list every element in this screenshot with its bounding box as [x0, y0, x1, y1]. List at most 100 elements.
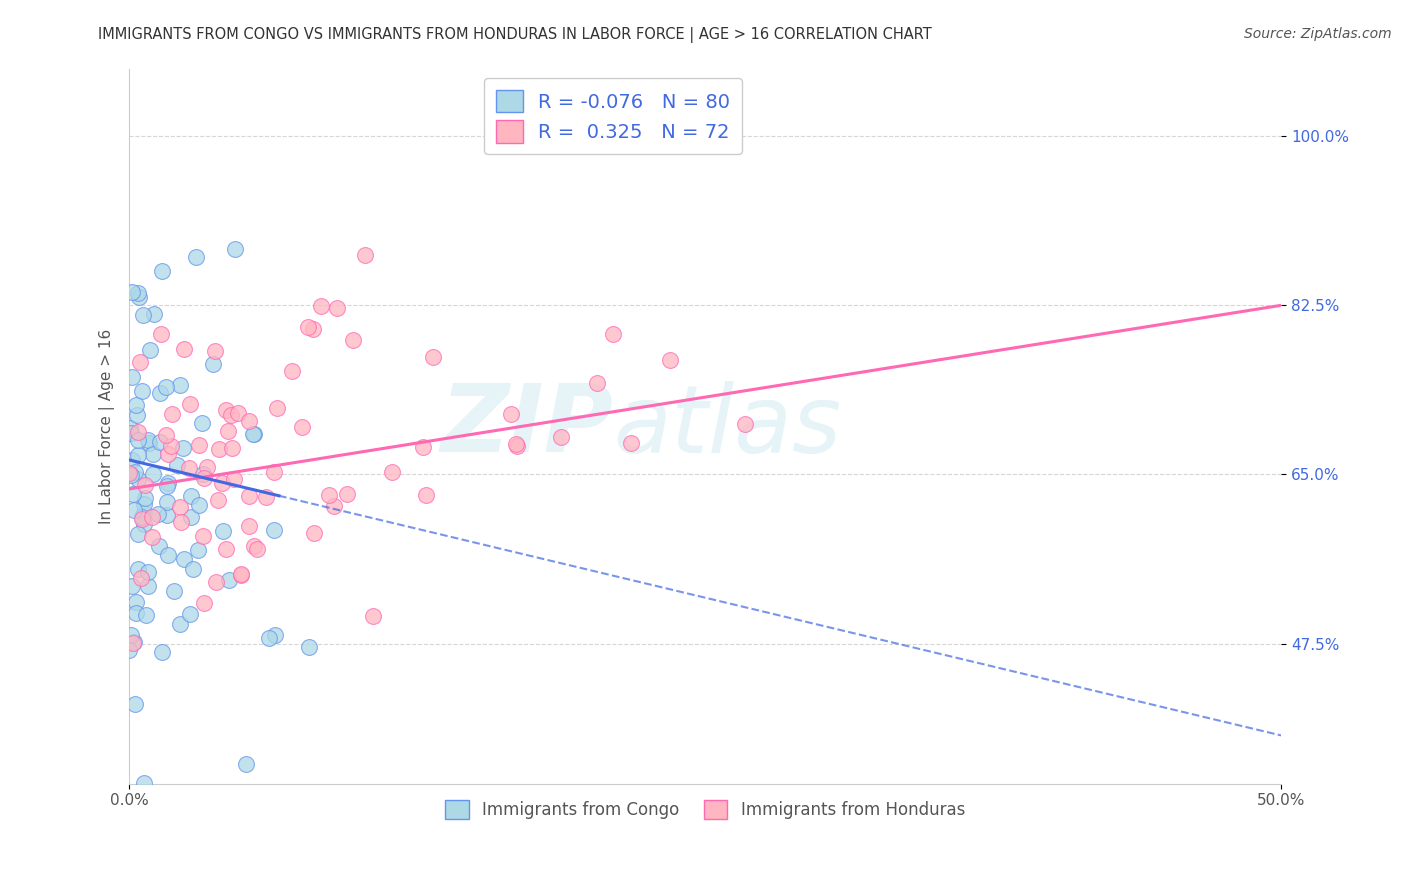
Point	[136, 433, 159, 447]
Point	[297, 320, 319, 334]
Point	[127, 562, 149, 576]
Point	[124, 466, 146, 480]
Point	[120, 467, 142, 482]
Point	[204, 344, 226, 359]
Point	[150, 264, 173, 278]
Point	[354, 248, 377, 262]
Point	[124, 399, 146, 413]
Point	[131, 571, 153, 585]
Point	[146, 508, 169, 522]
Point	[127, 526, 149, 541]
Point	[602, 327, 624, 342]
Point	[415, 488, 437, 502]
Point	[148, 540, 170, 554]
Point	[550, 430, 572, 444]
Point	[186, 250, 208, 264]
Point	[142, 467, 165, 481]
Point	[131, 384, 153, 398]
Point	[138, 436, 160, 450]
Point	[124, 503, 146, 517]
Point	[243, 540, 266, 554]
Point	[181, 562, 204, 576]
Point	[381, 465, 404, 479]
Point	[254, 490, 277, 504]
Point	[187, 543, 209, 558]
Legend: Immigrants from Congo, Immigrants from Honduras: Immigrants from Congo, Immigrants from H…	[439, 793, 972, 825]
Point	[412, 440, 434, 454]
Point	[229, 566, 252, 581]
Point	[134, 477, 156, 491]
Point	[298, 640, 321, 654]
Point	[122, 636, 145, 650]
Point	[169, 617, 191, 632]
Point	[134, 776, 156, 790]
Point	[127, 286, 149, 301]
Point	[235, 757, 257, 772]
Point	[224, 243, 246, 257]
Point	[221, 441, 243, 455]
Point	[342, 334, 364, 348]
Text: IMMIGRANTS FROM CONGO VS IMMIGRANTS FROM HONDURAS IN LABOR FORCE | AGE > 16 CORR: IMMIGRANTS FROM CONGO VS IMMIGRANTS FROM…	[98, 27, 932, 43]
Point	[505, 437, 527, 451]
Point	[173, 343, 195, 357]
Point	[304, 526, 326, 541]
Point	[132, 309, 155, 323]
Point	[156, 479, 179, 493]
Point	[188, 438, 211, 452]
Point	[122, 635, 145, 649]
Point	[131, 510, 153, 524]
Point	[301, 322, 323, 336]
Point	[169, 500, 191, 514]
Point	[231, 568, 253, 582]
Point	[311, 299, 333, 313]
Point	[266, 401, 288, 416]
Point	[219, 408, 242, 422]
Point	[180, 489, 202, 503]
Point	[132, 506, 155, 520]
Point	[195, 460, 218, 475]
Point	[166, 458, 188, 472]
Point	[156, 508, 179, 522]
Point	[586, 376, 609, 390]
Point	[204, 575, 226, 590]
Point	[226, 406, 249, 420]
Point	[177, 461, 200, 475]
Point	[208, 442, 231, 456]
Point	[122, 487, 145, 501]
Point	[323, 499, 346, 513]
Point	[218, 573, 240, 587]
Point	[141, 530, 163, 544]
Point	[143, 307, 166, 321]
Point	[121, 580, 143, 594]
Point	[658, 353, 681, 368]
Point	[132, 497, 155, 511]
Point	[238, 489, 260, 503]
Point	[156, 494, 179, 508]
Point	[263, 523, 285, 537]
Point	[120, 425, 142, 440]
Point	[207, 492, 229, 507]
Point	[160, 439, 183, 453]
Point	[149, 386, 172, 401]
Point	[191, 416, 214, 430]
Point	[180, 509, 202, 524]
Point	[118, 642, 141, 657]
Point	[422, 350, 444, 364]
Point	[157, 548, 180, 562]
Point	[149, 434, 172, 449]
Point	[138, 343, 160, 357]
Point	[179, 607, 201, 622]
Point	[501, 408, 523, 422]
Point	[125, 408, 148, 422]
Point	[155, 379, 177, 393]
Text: atlas: atlas	[613, 381, 841, 472]
Point	[157, 476, 180, 491]
Point	[172, 442, 194, 456]
Point	[125, 606, 148, 620]
Point	[136, 565, 159, 579]
Point	[238, 519, 260, 533]
Point	[170, 515, 193, 529]
Point	[120, 628, 142, 642]
Point	[201, 357, 224, 371]
Point	[121, 370, 143, 384]
